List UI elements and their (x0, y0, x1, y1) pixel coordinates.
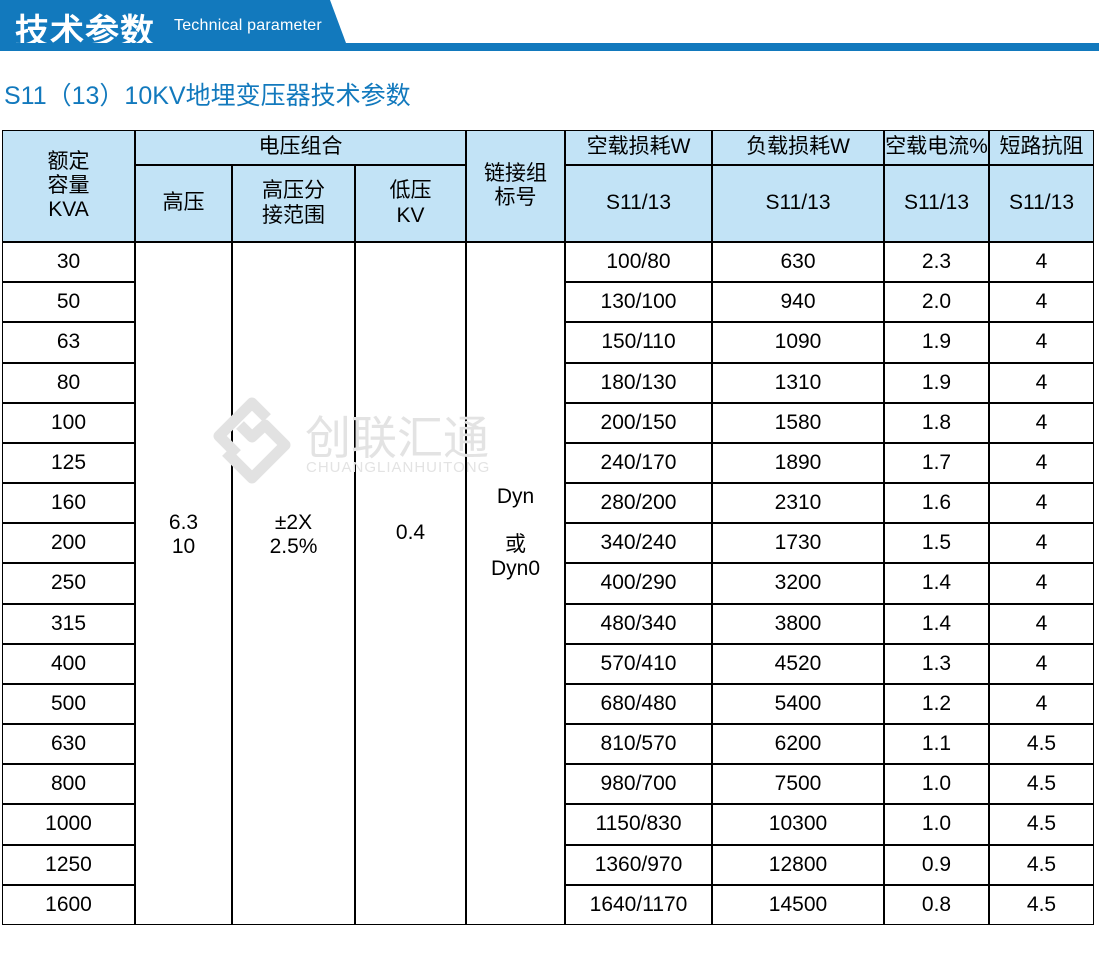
svg-text:CHUANGLIANHUITONG: CHUANGLIANHUITONG (306, 459, 490, 476)
svg-text:创联汇通: 创联汇通 (305, 412, 489, 464)
